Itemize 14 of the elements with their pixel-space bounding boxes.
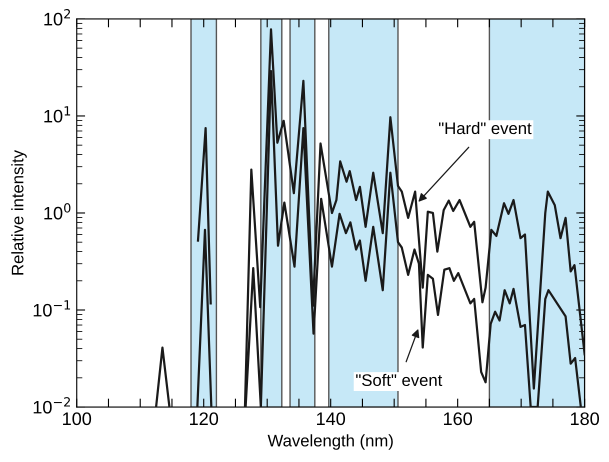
y-tick-label: 10$^{−1}$: [34, 300, 70, 317]
x-tick-label: 140: [317, 412, 346, 426]
x-tick-label: 180: [570, 412, 599, 426]
y-tick-label: 10$^{2}$: [44, 9, 70, 26]
y-tick-label: 10$^{−2}$: [34, 397, 70, 414]
annotation: "Hard" event: [439, 122, 532, 134]
y-tick-label: 10$^{1}$: [44, 106, 70, 123]
y-axis-title: Relative intensity: [11, 150, 27, 275]
x-tick-label: 160: [444, 412, 472, 426]
x-tick-label: 100: [63, 412, 92, 426]
y-tick-label: 10$^{0}$: [44, 203, 70, 220]
annotation: "Soft" event: [356, 374, 442, 386]
x-axis-title: Wavelength (nm): [268, 434, 393, 450]
x-tick-label: 120: [190, 412, 218, 426]
